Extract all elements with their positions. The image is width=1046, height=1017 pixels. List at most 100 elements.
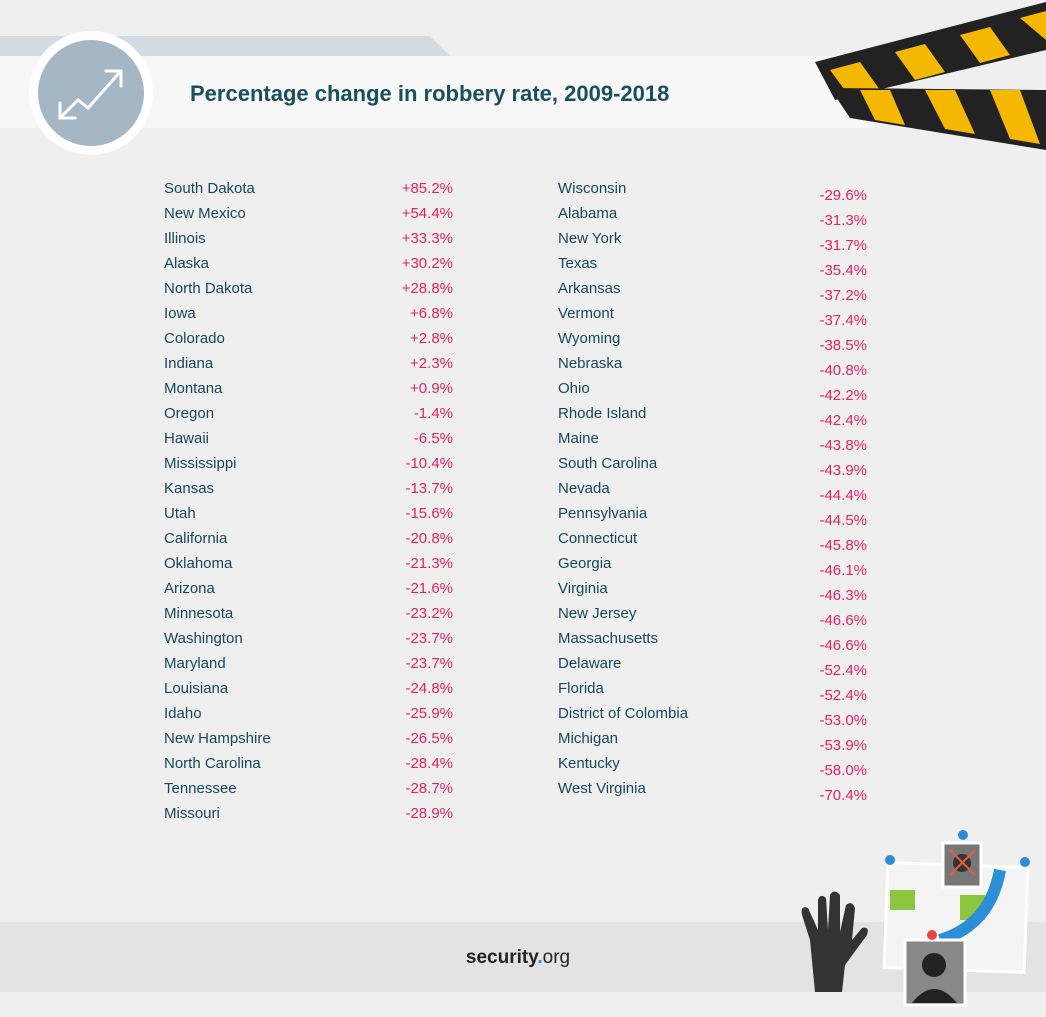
state-name: Pennsylvania — [558, 505, 648, 522]
percent-change: -46.3% — [819, 587, 867, 604]
percent-change: -53.0% — [819, 712, 867, 729]
state-name: West Virginia — [558, 780, 646, 797]
percent-change: -38.5% — [819, 337, 867, 354]
percent-change: -31.7% — [819, 237, 867, 254]
percent-change: -37.2% — [819, 287, 867, 304]
illustration — [801, 830, 1030, 1007]
percent-change: -53.9% — [819, 737, 867, 754]
state-name: Washington — [164, 630, 243, 647]
state-name: Illinois — [164, 230, 206, 247]
table: South Dakota +85.2% New Mexico +54.4% Illino… — [164, 180, 867, 822]
state-name: Indiana — [164, 355, 214, 372]
state-name: Virginia — [558, 580, 608, 597]
percent-change: -70.4% — [819, 787, 867, 804]
title: Percentage change in robbery rate, 2009-… — [190, 81, 669, 106]
percent-change: +85.2% — [402, 180, 453, 197]
percent-change: -46.1% — [819, 562, 867, 579]
trend-arrow — [58, 69, 123, 120]
state-name: Arkansas — [558, 280, 621, 297]
percent-change: -43.9% — [819, 462, 867, 479]
brand: security — [466, 947, 539, 968]
percent-change: -28.4% — [405, 755, 453, 772]
percent-change: -31.3% — [819, 212, 867, 229]
state-name: Mississippi — [164, 455, 237, 472]
percent-change: -26.5% — [405, 730, 453, 747]
state-name: Georgia — [558, 555, 612, 572]
state-name: North Carolina — [164, 755, 261, 772]
state-name: Nevada — [558, 480, 610, 497]
percent-change: -44.5% — [819, 512, 867, 529]
state-name: Nebraska — [558, 355, 623, 372]
percent-change: -13.7% — [405, 480, 453, 497]
state-name: New York — [558, 230, 622, 247]
state-name: Wyoming — [558, 330, 620, 347]
state-name: Wisconsin — [558, 180, 626, 197]
state-name: Arizona — [164, 580, 216, 597]
state-name: Kentucky — [558, 755, 620, 772]
percent-change: -10.4% — [405, 455, 453, 472]
percent-change: -43.8% — [819, 437, 867, 454]
state-name: Maryland — [164, 655, 226, 672]
footer-logo: security.org — [466, 947, 570, 968]
percent-change: +6.8% — [410, 305, 453, 322]
state-name: Hawaii — [164, 430, 209, 447]
percent-change: -40.8% — [819, 362, 867, 379]
percent-change: -52.4% — [819, 662, 867, 679]
percent-change: -24.8% — [405, 680, 453, 697]
brand-tld: org — [543, 947, 570, 968]
percent-change: -15.6% — [405, 505, 453, 522]
percent-change: -20.8% — [405, 530, 453, 547]
percent-change: -21.6% — [405, 580, 453, 597]
state-name: New Hampshire — [164, 730, 271, 747]
percent-change: -23.7% — [405, 630, 453, 647]
state-name: California — [164, 530, 228, 547]
percent-change: -1.4% — [414, 405, 453, 422]
state-name: Michigan — [558, 730, 618, 747]
state-name: Missouri — [164, 805, 220, 822]
percent-change: +28.8% — [402, 280, 453, 297]
state-name: South Dakota — [164, 180, 256, 197]
percent-change: -42.4% — [819, 412, 867, 429]
percent-change: -46.6% — [819, 612, 867, 629]
banner — [0, 56, 875, 128]
caution-tape — [815, 2, 1046, 150]
state-name: Massachusetts — [558, 630, 658, 647]
percent-change: -44.4% — [819, 487, 867, 504]
icon — [38, 40, 144, 146]
percent-change: -25.9% — [405, 705, 453, 722]
percent-change: -6.5% — [414, 430, 453, 447]
state-name: Rhode Island — [558, 405, 646, 422]
percent-change: -45.8% — [819, 537, 867, 554]
state-name: New Mexico — [164, 205, 246, 222]
state-name: Montana — [164, 380, 223, 397]
percent-change: -35.4% — [819, 262, 867, 279]
state-name: Delaware — [558, 655, 621, 672]
footer — [0, 922, 1046, 992]
state-name: Ohio — [558, 380, 590, 397]
percent-change: +0.9% — [410, 380, 453, 397]
percent-change: -23.2% — [405, 605, 453, 622]
percent-change: +30.2% — [402, 255, 453, 272]
state-name: Colorado — [164, 330, 225, 347]
percent-change: -28.7% — [405, 780, 453, 797]
state-name: Oklahoma — [164, 555, 233, 572]
percent-change: +2.3% — [410, 355, 453, 372]
state-name: Idaho — [164, 705, 202, 722]
percent-change: -23.7% — [405, 655, 453, 672]
state-name: Tennessee — [164, 780, 237, 797]
state-name: Oregon — [164, 405, 214, 422]
state-name: Alaska — [164, 255, 210, 272]
state-name: North Dakota — [164, 280, 253, 297]
state-name: New Jersey — [558, 605, 637, 622]
state-name: Florida — [558, 680, 605, 697]
state-name: South Carolina — [558, 455, 658, 472]
state-name: Alabama — [558, 205, 618, 222]
percent-change: -46.6% — [819, 637, 867, 654]
state-name: Kansas — [164, 480, 214, 497]
state-name: Vermont — [558, 305, 615, 322]
percent-change: -52.4% — [819, 687, 867, 704]
percent-change: -37.4% — [819, 312, 867, 329]
percent-change: -42.2% — [819, 387, 867, 404]
